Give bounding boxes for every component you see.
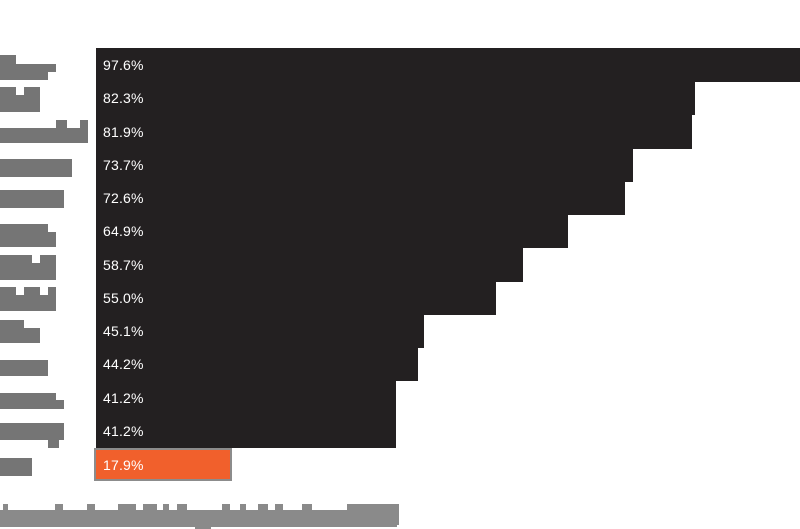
bar: 64.9% [96, 214, 569, 249]
caption-redacted [87, 504, 95, 510]
category-label-redacted [0, 263, 56, 280]
caption-redacted [302, 504, 312, 510]
bar-value-label: 81.9% [103, 123, 144, 140]
category-label-redacted [0, 423, 64, 440]
bar-value-label: 72.6% [103, 190, 144, 207]
bar: 41.2% [96, 413, 396, 448]
bar: 97.6% [96, 48, 800, 82]
category-label-redacted [0, 64, 56, 72]
category-label-redacted [0, 224, 48, 232]
bar-value-label: 44.2% [103, 356, 144, 373]
caption-redacted [195, 527, 211, 529]
caption-redacted [275, 504, 283, 510]
category-label-redacted [0, 128, 88, 143]
category-label-redacted [0, 295, 56, 311]
category-label-redacted [0, 55, 16, 65]
bar: 55.0% [96, 280, 497, 315]
category-label-redacted [80, 120, 88, 128]
caption-redacted [177, 504, 187, 510]
category-label-redacted [24, 87, 40, 95]
category-label-redacted [0, 400, 64, 409]
category-label-redacted [24, 287, 40, 295]
bar-value-label: 41.2% [103, 389, 144, 406]
bar-value-label: 17.9% [103, 456, 144, 473]
caption-redacted [3, 504, 8, 510]
category-label-redacted [0, 328, 40, 343]
caption-redacted [347, 504, 399, 525]
bar-value-label: 45.1% [103, 323, 144, 340]
caption-redacted [258, 504, 268, 510]
bar: 45.1% [96, 314, 425, 349]
category-label-redacted [48, 440, 59, 448]
bar-value-label: 97.6% [103, 56, 144, 73]
caption-redacted [0, 510, 397, 527]
bar: 41.2% [96, 380, 396, 415]
category-label-redacted [0, 360, 48, 376]
category-label-redacted [0, 159, 72, 177]
category-label-redacted [48, 287, 56, 295]
category-label-redacted [0, 190, 64, 208]
bar: 58.7% [96, 247, 524, 282]
category-label-redacted [0, 232, 56, 247]
bar: 72.6% [96, 181, 625, 216]
category-label-redacted [0, 287, 16, 295]
caption-redacted [222, 504, 230, 510]
category-label-redacted [56, 120, 67, 128]
category-label-redacted [40, 255, 56, 263]
bar: 44.2% [96, 347, 418, 382]
caption-redacted [143, 504, 157, 510]
bar-highlighted: 17.9% [94, 448, 233, 481]
caption-redacted [163, 504, 169, 510]
bar-value-label: 41.2% [103, 422, 144, 439]
category-label-redacted [0, 255, 32, 263]
bar-value-label: 58.7% [103, 256, 144, 273]
bar: 82.3% [96, 81, 696, 116]
bar: 73.7% [96, 147, 633, 182]
bar-value-label: 55.0% [103, 289, 144, 306]
category-label-redacted [0, 458, 32, 476]
caption-redacted [55, 504, 63, 510]
caption-redacted [118, 504, 136, 510]
category-label-redacted [0, 95, 40, 112]
category-label-redacted [0, 87, 16, 95]
category-label-redacted [0, 71, 48, 80]
bar: 81.9% [96, 114, 693, 149]
bar-value-label: 73.7% [103, 156, 144, 173]
bar-value-label: 64.9% [103, 223, 144, 240]
bar-value-label: 82.3% [103, 90, 144, 107]
category-label-redacted [0, 393, 56, 400]
caption-redacted [240, 504, 246, 510]
category-label-redacted [0, 320, 24, 328]
